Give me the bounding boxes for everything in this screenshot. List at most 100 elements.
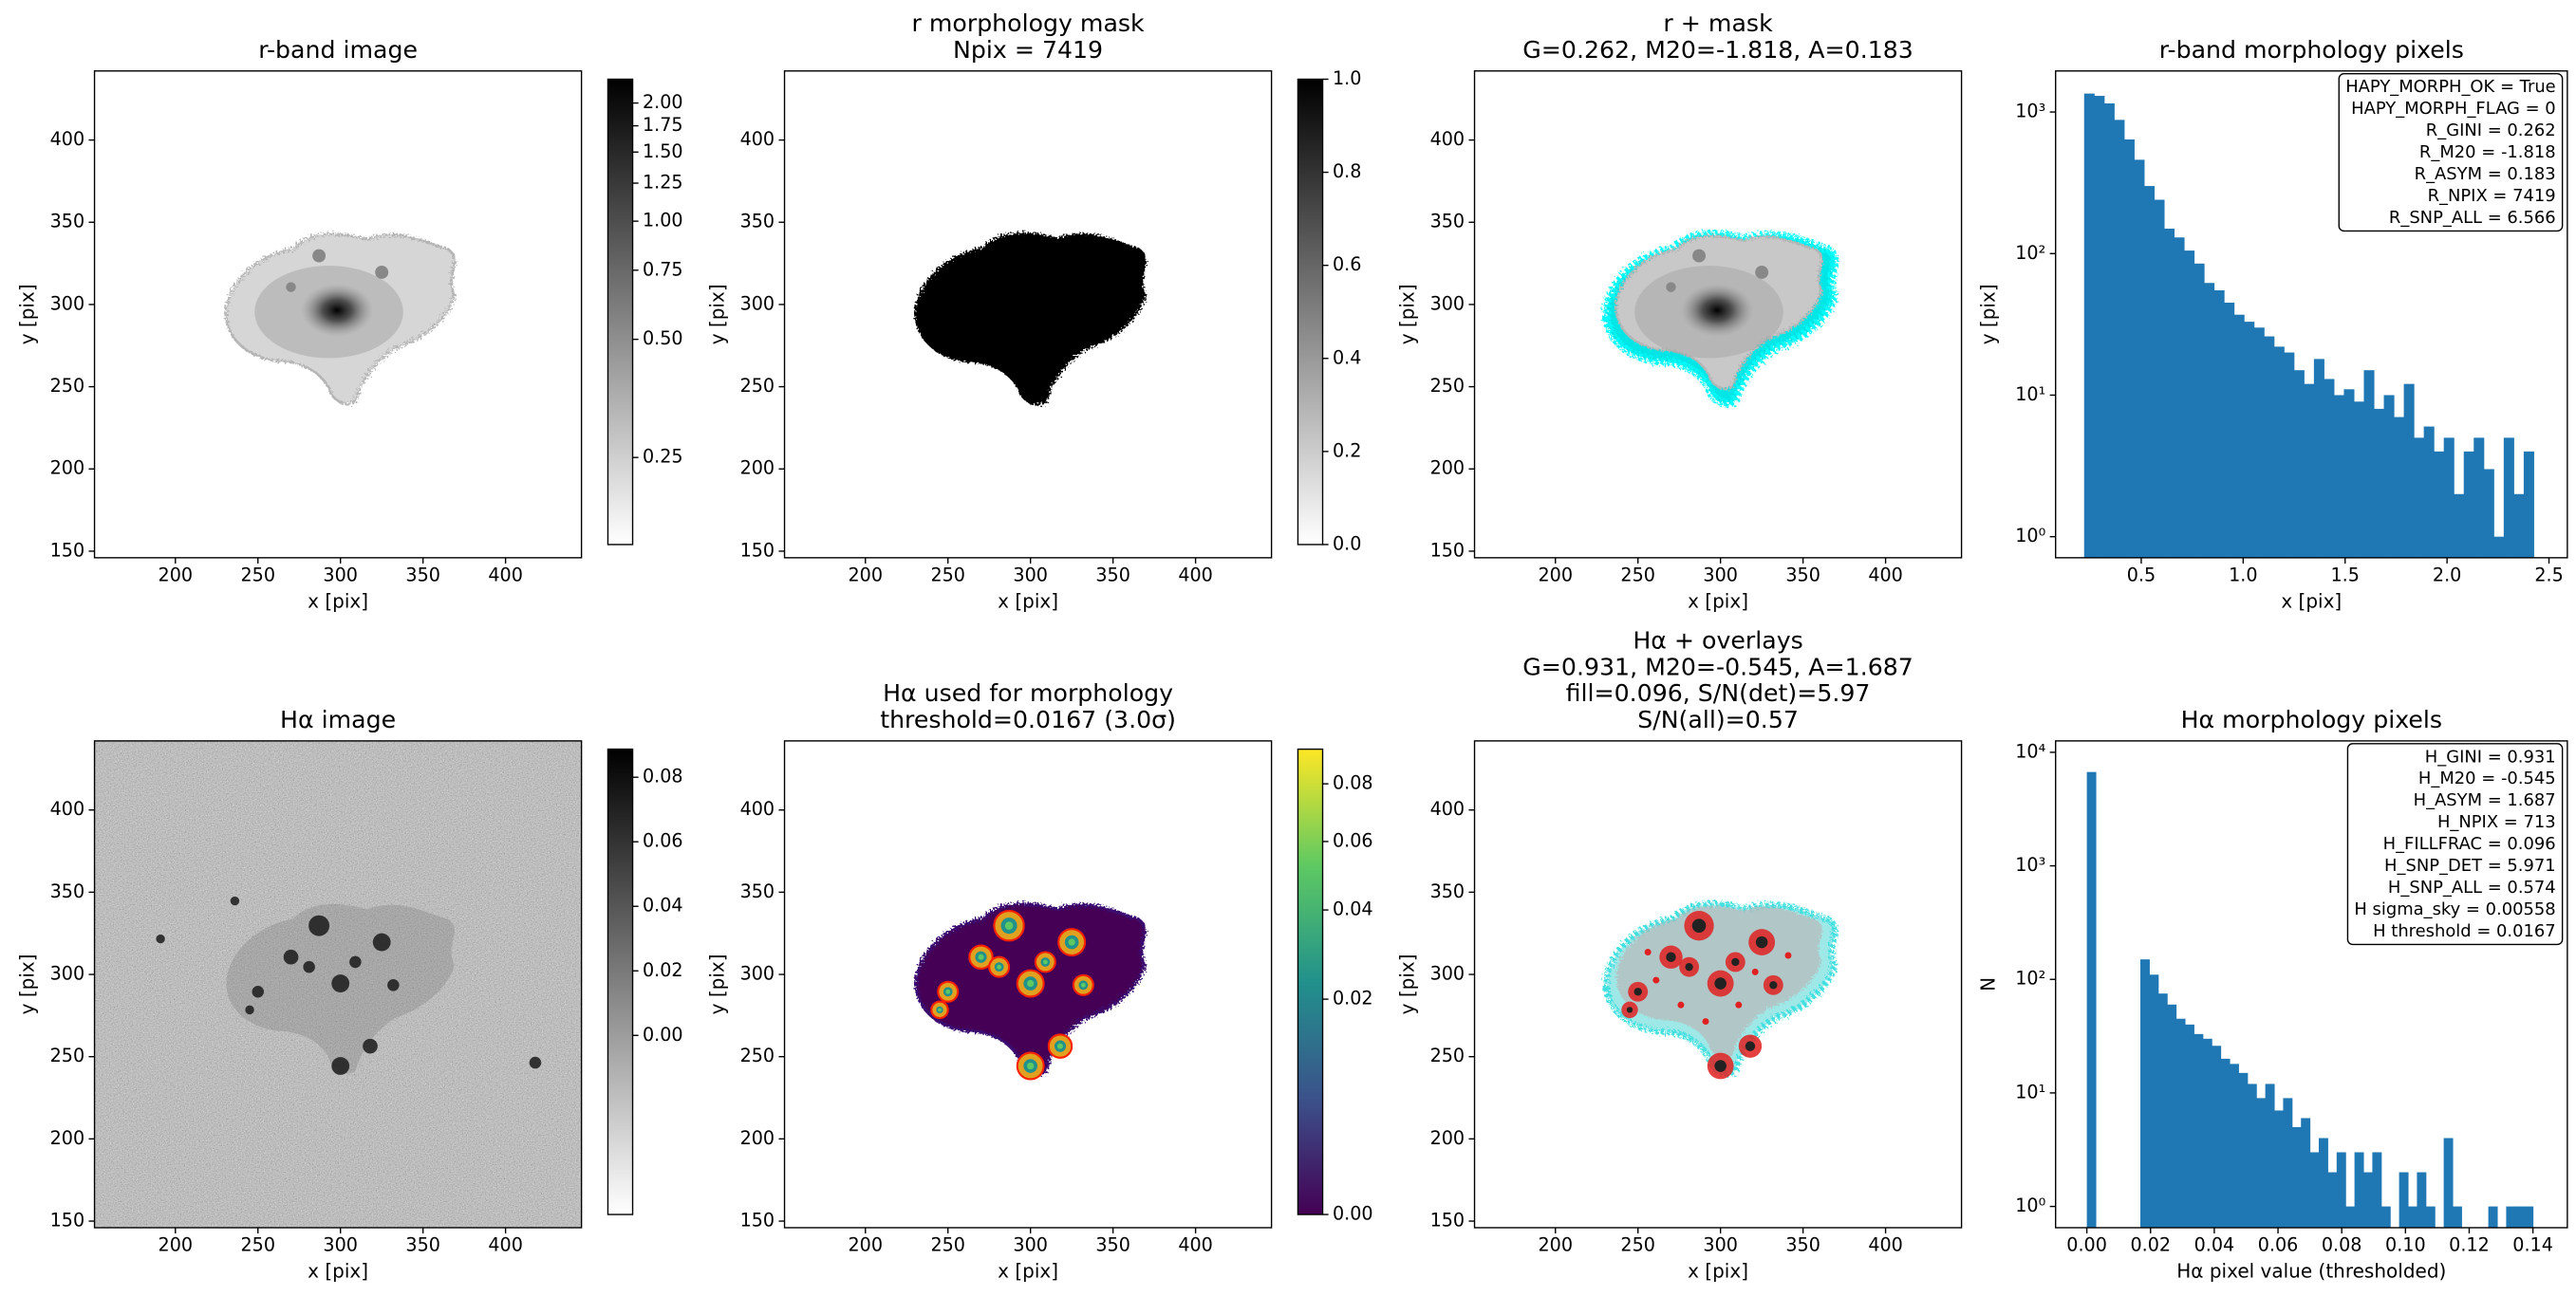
- x-tick-label: 0.02: [2130, 1234, 2171, 1256]
- colorbar-tick-label: 1.50: [643, 140, 683, 162]
- detection: [1784, 952, 1792, 959]
- x-tick-label: 350: [1095, 1234, 1130, 1256]
- stats-line: H_FILLFRAC = 0.096: [2383, 834, 2556, 854]
- bar: [2319, 1138, 2328, 1228]
- panel-title: Hα image: [280, 706, 396, 733]
- hii-peak: [1027, 979, 1035, 988]
- y-tick-label: 10³: [2015, 854, 2045, 876]
- bar: [2363, 1172, 2373, 1228]
- x-tick-label: 250: [240, 1234, 275, 1256]
- y-tick-label: 250: [740, 375, 775, 397]
- x-tick-label: 0.08: [2322, 1234, 2362, 1256]
- x-tick-label: 300: [323, 564, 358, 585]
- x-tick-label: 200: [1538, 564, 1573, 585]
- bar: [2443, 437, 2455, 558]
- y-tick-label: 10⁰: [2015, 1195, 2045, 1216]
- colorbar: [607, 748, 634, 1215]
- bar: [2513, 493, 2525, 558]
- colorbar-tick-label: 0.4: [1333, 346, 1361, 368]
- panel-title: G=0.931, M20=-0.545, A=1.687: [1522, 653, 1913, 680]
- y-tick-label: 200: [50, 457, 85, 479]
- hii-region: [252, 985, 265, 998]
- colorbar-tick-label: 0.00: [1333, 1203, 1373, 1225]
- bar: [2506, 1206, 2516, 1228]
- x-tick-label: 2.5: [2534, 564, 2563, 585]
- bar: [2123, 139, 2135, 558]
- panel-title: r-band image: [258, 36, 418, 64]
- bar: [2394, 417, 2405, 558]
- colorbar-tick-label: 0.06: [1333, 829, 1373, 851]
- x-tick-label: 350: [1785, 1234, 1820, 1256]
- bar: [2157, 993, 2168, 1228]
- knot: [375, 266, 389, 279]
- bar: [2336, 1152, 2346, 1228]
- bar: [2414, 437, 2425, 558]
- x-tick-label: 250: [930, 564, 965, 585]
- hii-region: [331, 1057, 350, 1075]
- hii-peak: [1080, 982, 1086, 988]
- y-tick-label: 250: [50, 1045, 85, 1066]
- x-tick-label: 300: [323, 1234, 358, 1256]
- y-tick-label: 400: [50, 128, 85, 150]
- x-tick-label: 0.06: [2258, 1234, 2299, 1256]
- bar: [2244, 322, 2255, 558]
- knot: [1666, 282, 1676, 292]
- mask: [914, 232, 1147, 406]
- bar: [2140, 959, 2150, 1228]
- bar: [2327, 1172, 2338, 1228]
- x-tick-label: 250: [1620, 1234, 1655, 1256]
- y-tick-label: 200: [50, 1127, 85, 1149]
- x-tick-label: 1.5: [2331, 564, 2360, 585]
- bar: [2284, 352, 2295, 558]
- bar: [2524, 1206, 2534, 1228]
- bar: [2174, 237, 2185, 558]
- bar: [2204, 283, 2215, 558]
- bar: [2103, 103, 2115, 558]
- image: [1603, 900, 1839, 1080]
- colorbar-tick-label: 0.06: [643, 830, 683, 852]
- bar: [2514, 1206, 2525, 1228]
- colorbar-tick-label: 0.8: [1333, 160, 1361, 182]
- axes-frame: [93, 740, 583, 1229]
- detection: [1735, 1001, 1743, 1009]
- image: [914, 232, 1147, 406]
- bar: [2443, 1138, 2454, 1228]
- hii-region: [1633, 988, 1642, 996]
- axes-frame: [783, 740, 1273, 1229]
- y-tick-label: 300: [1430, 963, 1465, 985]
- y-tick-label: 300: [740, 292, 775, 314]
- stats-line: H sigma_sky = 0.00558: [2354, 899, 2555, 919]
- x-tick-label: 400: [1868, 1234, 1903, 1256]
- y-tick-label: 200: [740, 1127, 775, 1149]
- bar: [2274, 1110, 2284, 1228]
- y-tick-label: 250: [50, 375, 85, 397]
- stats-line: H_ASYM = 1.687: [2414, 790, 2556, 810]
- panel-title: Npix = 7419: [953, 36, 1103, 64]
- bar: [2324, 379, 2335, 558]
- hii-region: [372, 933, 391, 952]
- hii-peak: [1027, 1062, 1035, 1070]
- x-tick-label: 200: [159, 564, 194, 585]
- hii-peak: [997, 964, 1002, 970]
- y-tick-label: 10³: [2015, 101, 2045, 122]
- plot-area: [2083, 93, 2534, 558]
- y-axis-label: y [pix]: [16, 954, 39, 1014]
- panel-title: Hα used for morphology: [883, 679, 1173, 707]
- bar: [2383, 395, 2395, 558]
- galaxy-core: [300, 284, 374, 337]
- axes-frame: [1473, 740, 1963, 1229]
- y-axis-label: y [pix]: [1977, 284, 2000, 344]
- bar: [2230, 1064, 2239, 1228]
- stats-line: H_GINI = 0.931: [2425, 747, 2556, 767]
- y-tick-label: 400: [1430, 798, 1465, 820]
- bar: [2309, 1152, 2320, 1228]
- y-tick-label: 150: [50, 539, 85, 561]
- y-tick-label: 10⁴: [2015, 740, 2045, 762]
- x-tick-label: 250: [240, 564, 275, 585]
- bar: [2423, 426, 2435, 558]
- y-tick-label: 300: [50, 292, 85, 314]
- hii-region: [245, 1005, 254, 1015]
- bar: [2483, 469, 2494, 558]
- x-tick-label: 400: [1178, 1234, 1213, 1256]
- x-tick-label: 0.00: [2066, 1234, 2107, 1256]
